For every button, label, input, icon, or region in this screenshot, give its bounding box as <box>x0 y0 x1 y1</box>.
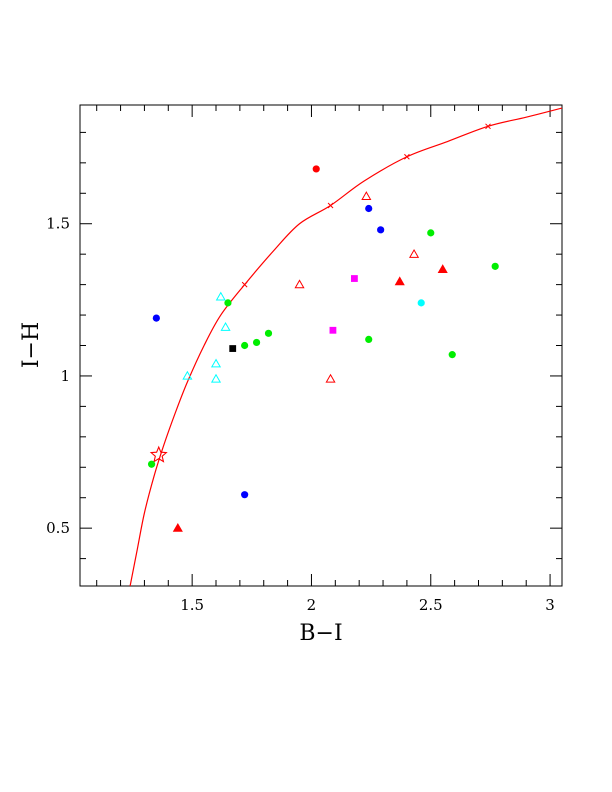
cyan-open-triangle-point <box>210 358 222 368</box>
red-open-triangle-point <box>294 279 305 289</box>
red-open-triangle-point <box>325 373 336 383</box>
green-circle-point <box>448 351 456 359</box>
axis-ticks <box>80 105 562 586</box>
curve-cross-marker <box>327 202 334 209</box>
black-square-point <box>229 345 237 352</box>
red-filled-triangle-point <box>394 276 405 286</box>
red-filled-triangle-point <box>437 264 448 274</box>
red-open-triangle-point <box>408 248 420 258</box>
curve-cross-marker <box>241 281 248 288</box>
y-tick-label: 1.5 <box>46 215 70 233</box>
red-open-triangle-point <box>361 191 372 200</box>
cyan-circle-point <box>417 299 425 307</box>
axis-tick-labels: 1.5 2 2.5 3 0.5 1 1.5 <box>46 215 555 614</box>
red-filled-triangle-point <box>172 522 183 532</box>
green-circle-point <box>427 229 435 237</box>
green-circle-point <box>252 338 261 347</box>
cyan-open-triangle-point <box>182 370 193 380</box>
x-tick-label: 2.5 <box>419 596 443 614</box>
red-circle-point <box>312 165 320 173</box>
plot-frame <box>79 104 563 587</box>
y-axis-title: I−H <box>19 322 44 368</box>
green-circle-point <box>491 262 499 270</box>
blue-circle-point <box>241 491 249 499</box>
model-curve-layer <box>129 107 562 586</box>
cyan-open-triangle-point <box>215 291 226 301</box>
magenta-square-point <box>329 326 337 334</box>
green-circle-point <box>224 299 232 307</box>
curve-cross-marker <box>404 153 410 160</box>
cyan-open-triangle-point <box>220 322 231 331</box>
y-tick-label: 1 <box>60 367 70 385</box>
magenta-square-point <box>351 275 358 282</box>
x-axis-title: B−I <box>299 621 342 646</box>
data-points-layer <box>147 165 499 532</box>
x-tick-label: 1.5 <box>180 596 204 614</box>
green-circle-point <box>264 329 273 337</box>
green-circle-point <box>147 460 156 468</box>
x-tick-label: 2 <box>307 596 317 614</box>
x-tick-label: 3 <box>545 596 555 614</box>
y-tick-label: 0.5 <box>46 519 70 537</box>
blue-circle-point <box>377 226 385 234</box>
model-curve <box>129 107 562 586</box>
green-circle-point <box>365 335 373 344</box>
blue-circle-point <box>365 204 373 213</box>
green-circle-point <box>241 341 249 350</box>
blue-circle-point <box>152 314 160 322</box>
star-marker <box>149 445 168 463</box>
curve-cross-marker <box>485 123 491 130</box>
cyan-open-triangle-point <box>210 373 222 383</box>
